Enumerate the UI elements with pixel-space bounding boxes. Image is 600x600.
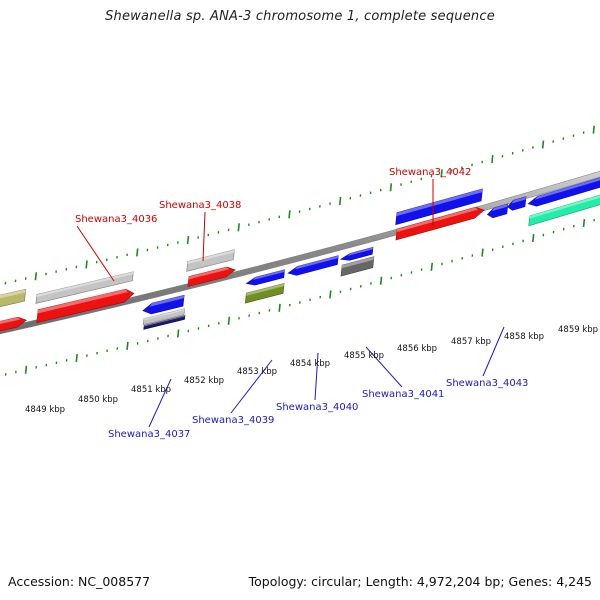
- gene-feature-highlight: [37, 289, 128, 314]
- leader-line-forward: [76, 225, 115, 282]
- outer-scale-tick: [491, 155, 494, 164]
- scale-label: 4856 kbp: [397, 344, 437, 354]
- outer-scale-tick: [237, 223, 240, 232]
- accession-text: Accession: NC_008577: [8, 574, 151, 589]
- outer-scale-tick: [34, 272, 38, 281]
- gene-feature-highlight: [144, 315, 185, 327]
- map-title: Shewanella sp. ANA-3 chromosome 1, compl…: [105, 9, 495, 24]
- gene-features: [0, 177, 600, 332]
- gene-feature-highlight: [294, 255, 339, 270]
- gene-feature-highlight: [0, 289, 26, 299]
- gene-label-reverse: Shewana3_4040: [276, 402, 358, 413]
- outer-scale-tick: [136, 248, 139, 257]
- scale-label: 4857 kbp: [451, 337, 491, 347]
- leader-line-reverse: [365, 346, 403, 388]
- outer-scale-tick: [389, 183, 393, 192]
- gene-feature-highlight: [347, 247, 373, 257]
- inner-scale-tick: [430, 262, 434, 271]
- scale-label: 4854 kbp: [290, 359, 330, 369]
- scale-label: 4858 kbp: [504, 332, 544, 342]
- scale-label: 4849 kbp: [25, 405, 65, 415]
- gene-label-reverse: Shewana3_4037: [108, 429, 190, 440]
- scale-label: 4853 kbp: [237, 367, 277, 377]
- outer-scale-tick: [440, 169, 443, 178]
- gene-feature-highlight: [511, 196, 526, 204]
- gene-feature-highlight: [36, 271, 134, 297]
- inner-scale-tick: [75, 353, 78, 363]
- scale-labels: 4849 kbp 4850 kbp 4851 kbp 4852 kbp 4853 kbp…: [25, 325, 598, 415]
- gene-label-forward: Shewana3_4042: [389, 167, 471, 178]
- gene-feature-red: [36, 288, 135, 324]
- gene-feature-highlight: [187, 249, 235, 265]
- outer-scale-tick: [288, 210, 291, 219]
- scale-label: 4855 kbp: [344, 351, 384, 361]
- gene-feature-highlight: [534, 177, 600, 200]
- scale-ticks: [4, 125, 595, 376]
- inner-scale-tick: [329, 290, 332, 299]
- scale-label: 4850 kbp: [78, 395, 118, 405]
- gene-label-forward: Shewana3_4038: [159, 200, 241, 211]
- inner-scale-tick: [532, 233, 535, 243]
- inner-scale-tick: [379, 276, 383, 285]
- outer-scale-tick: [541, 140, 545, 149]
- gene-feature-highlight: [492, 203, 508, 212]
- chromosome-backbone: [0, 170, 600, 335]
- leader-line-reverse: [230, 359, 273, 414]
- inner-scale-tick: [278, 303, 281, 312]
- gene-feature-highlight: [0, 317, 21, 324]
- gene-label-forward: Shewana3_4036: [75, 214, 157, 225]
- gene-feature-highlight: [396, 207, 478, 233]
- gene-feature-highlight: [253, 269, 285, 281]
- label-leaders: [76, 179, 505, 428]
- scale-label: 4851 kbp: [131, 385, 171, 395]
- inner-scale-tick: [481, 248, 484, 257]
- leader-line-reverse: [482, 326, 505, 377]
- inner-scale-tick: [24, 365, 28, 374]
- outer-scale-tick: [592, 125, 595, 134]
- outer-scale-tick: [85, 260, 88, 269]
- gene-label-reverse: Shewana3_4039: [192, 415, 274, 426]
- gene-feature-highlight: [188, 267, 230, 280]
- gene-feature-highlight: [529, 195, 600, 219]
- topology-text: Topology: circular; Length: 4,972,204 bp…: [248, 574, 592, 589]
- scale-label: 4859 kbp: [558, 325, 598, 335]
- leader-line-reverse: [148, 378, 172, 428]
- gene-feature-highlight: [143, 308, 185, 321]
- inner-scale-tick: [126, 341, 129, 350]
- chromosome-backbone-bar: [0, 170, 600, 335]
- gene-feature-highlight: [396, 188, 483, 217]
- inner-scale-tick: [176, 329, 180, 338]
- leader-line-forward: [202, 211, 206, 262]
- scale-label: 4852 kbp: [184, 376, 224, 386]
- gene-label-reverse: Shewana3_4043: [446, 378, 528, 389]
- outer-scale-tick: [186, 235, 190, 245]
- gene-feature-highlight: [246, 283, 285, 296]
- inner-scale-tick: [582, 219, 586, 228]
- leader-line-reverse: [314, 352, 319, 401]
- gene-feature-highlight: [341, 256, 374, 269]
- outer-scale-tick: [338, 196, 342, 206]
- gene-label-reverse: Shewana3_4041: [362, 389, 444, 400]
- inner-scale-tick: [227, 316, 231, 325]
- gene-feature-highlight: [149, 295, 185, 307]
